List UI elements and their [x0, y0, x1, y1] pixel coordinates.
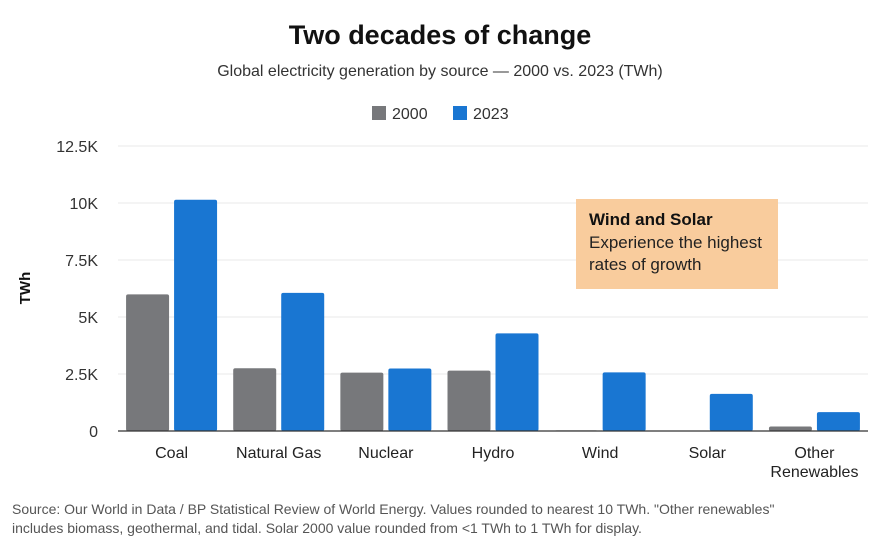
bar-2000-other-renewables: [768, 426, 812, 431]
legend-swatch-2000: [372, 106, 386, 120]
bars: [126, 199, 860, 431]
legend-swatch-2023: [453, 106, 467, 120]
annotation-title: Wind and Solar: [589, 210, 713, 229]
annotation-box: Wind and Solar Experience the highest ra…: [576, 199, 778, 289]
x-tick-label: Nuclear: [358, 445, 414, 462]
bar-2023-nuclear: [388, 368, 432, 431]
x-tick-label: Other: [794, 445, 835, 462]
y-tick-label: 2.5K: [65, 367, 98, 384]
bar-2000-hydro: [447, 370, 491, 431]
x-tick-label: Solar: [689, 445, 727, 462]
y-tick-label: 5K: [78, 310, 98, 327]
bar-2023-wind: [602, 372, 646, 431]
y-axis-label: TWh: [17, 272, 34, 304]
bar-2023-coal: [174, 199, 218, 431]
bar-2023-solar: [709, 393, 753, 431]
x-tick-label: Coal: [155, 445, 188, 462]
legend-label-2000: 2000: [392, 106, 428, 123]
chart-title: Two decades of change: [289, 20, 592, 50]
y-tick-label: 12.5K: [56, 139, 98, 156]
annotation-background: [576, 199, 778, 289]
axes: 0 2.5K 5K 7.5K 10K 12.5K Coal Natural Gas Nuclea…: [56, 139, 868, 481]
chart-subtitle: Global electricity generation by source …: [217, 63, 663, 80]
bar-2023-hydro: [495, 333, 539, 431]
bar-2023-other-renewables: [816, 412, 860, 431]
source-note-line-1: Source: Our World in Data / BP Statistic…: [12, 501, 774, 517]
y-tick-label: 0: [89, 424, 98, 441]
x-tick-label: Wind: [582, 445, 618, 462]
y-tick-label: 7.5K: [65, 253, 98, 270]
bar-2000-coal: [126, 294, 170, 431]
bar-2000-natural-gas: [233, 368, 277, 431]
annotation-line-2: rates of growth: [589, 255, 701, 274]
y-tick-label: 10K: [70, 196, 99, 213]
x-tick-label: Hydro: [472, 445, 515, 462]
source-note-line-2: includes biomass, geothermal, and tidal.…: [12, 520, 642, 536]
x-tick-label: Renewables: [770, 464, 858, 481]
x-tick-label: Natural Gas: [236, 445, 321, 462]
bar-2000-nuclear: [340, 372, 384, 431]
annotation-line-1: Experience the highest: [589, 233, 762, 252]
bar-2023-natural-gas: [281, 292, 325, 431]
legend: 2000 2023: [372, 106, 509, 123]
legend-label-2023: 2023: [473, 106, 509, 123]
